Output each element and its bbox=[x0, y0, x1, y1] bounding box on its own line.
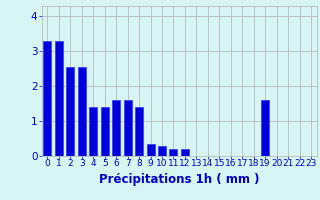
Bar bbox=[43, 41, 51, 156]
Bar bbox=[261, 100, 269, 156]
Bar bbox=[147, 144, 155, 156]
Bar bbox=[66, 67, 74, 156]
Bar bbox=[78, 67, 86, 156]
X-axis label: Précipitations 1h ( mm ): Précipitations 1h ( mm ) bbox=[99, 173, 260, 186]
Bar bbox=[101, 107, 109, 156]
Bar bbox=[135, 107, 143, 156]
Bar bbox=[89, 107, 97, 156]
Bar bbox=[112, 100, 120, 156]
Bar bbox=[181, 149, 189, 156]
Bar bbox=[158, 146, 166, 156]
Bar bbox=[55, 41, 63, 156]
Bar bbox=[170, 149, 178, 156]
Bar bbox=[124, 100, 132, 156]
